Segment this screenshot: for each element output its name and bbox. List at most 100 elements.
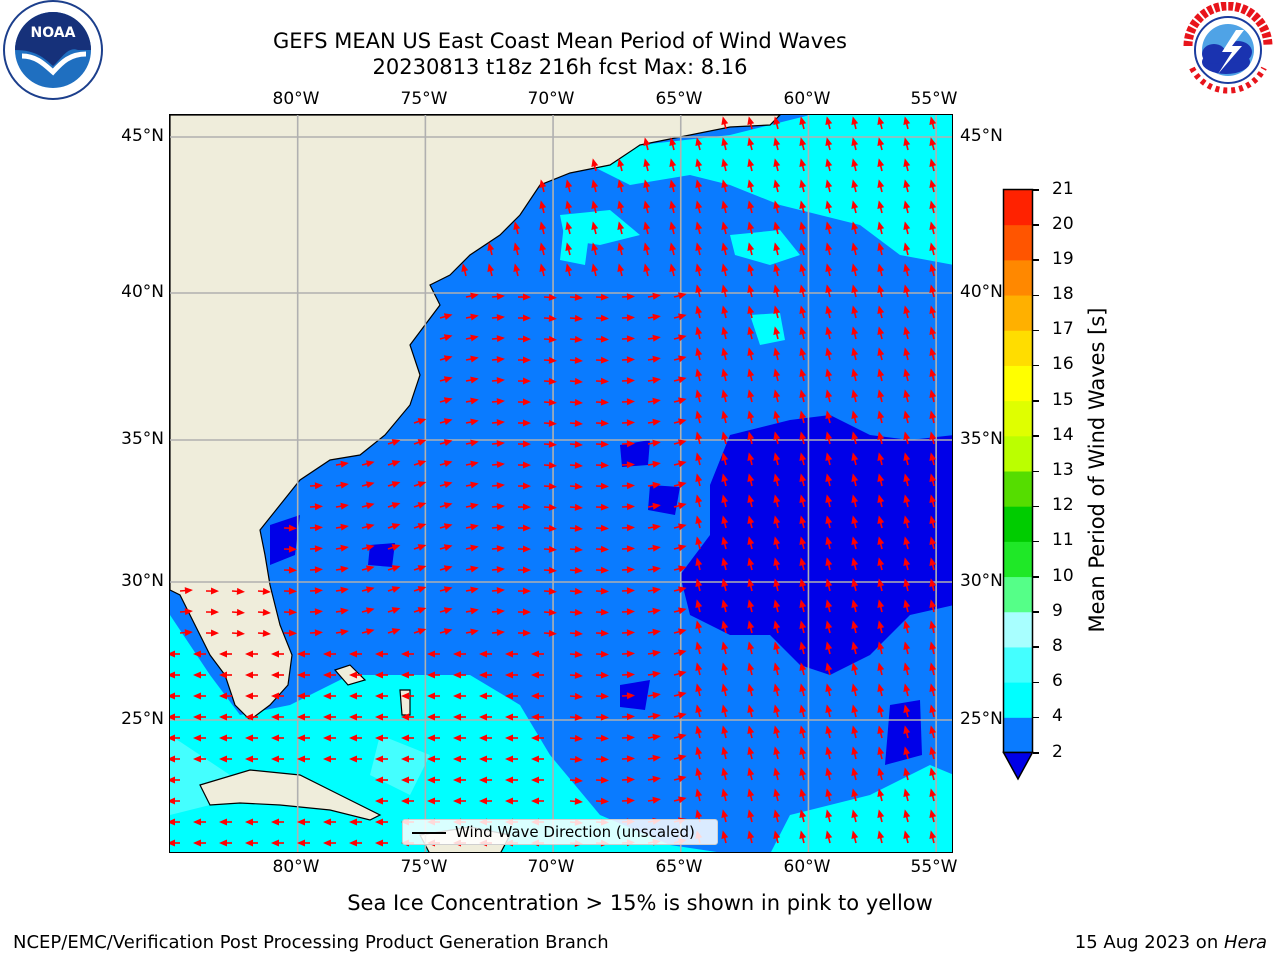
wave-arrow-head: [617, 200, 625, 210]
wave-arrow-head: [496, 587, 505, 595]
colorbar-tick-label: 14: [1052, 424, 1074, 445]
wave-arrow-head: [626, 293, 635, 301]
wave-arrow-head: [626, 692, 635, 700]
wave-arrow-head: [417, 565, 427, 572]
wave-arrow-head: [340, 565, 349, 573]
wave-arrow-head: [297, 755, 305, 763]
wave-arrow-head: [721, 578, 729, 588]
wave-arrow-head: [799, 536, 807, 546]
wave-arrow-head: [591, 242, 599, 252]
wave-arrow-head: [401, 692, 409, 700]
wave-arrow-head: [678, 565, 687, 573]
wave-arrow-head: [929, 368, 937, 378]
wave-arrow-head: [825, 536, 833, 546]
wave-arrow-head: [721, 305, 729, 315]
wave-arrow-head: [600, 734, 609, 742]
wave-arrow-head: [877, 557, 885, 567]
wave-arrow-head: [773, 158, 781, 168]
wave-arrow-head: [297, 650, 305, 658]
lon-label-bottom: 55°W: [910, 857, 958, 877]
wave-arrow-head: [799, 704, 807, 714]
wave-arrow-head: [825, 557, 833, 567]
wave-arrow-head: [929, 431, 937, 441]
wave-arrow-head: [170, 692, 175, 700]
wave-arrow-head: [929, 557, 937, 567]
wave-arrow-head: [877, 536, 885, 546]
wave-arrow-head: [678, 691, 687, 699]
wave-arrow-head: [669, 179, 677, 189]
wave-arrow-head: [522, 503, 531, 511]
wave-arrow-head: [747, 599, 755, 609]
wave-arrow-head: [574, 797, 583, 805]
wave-arrow-head: [903, 767, 911, 777]
wave-arrow-head: [522, 356, 531, 364]
wave-arrow-head: [470, 418, 479, 426]
wave-arrow-head: [617, 263, 625, 273]
wave-arrow-head: [323, 713, 331, 721]
wave-arrow-head: [799, 809, 807, 819]
wave-arrow-head: [721, 116, 729, 126]
wave-arrow-head: [427, 692, 435, 700]
wave-arrow-head: [695, 494, 703, 504]
wave-arrow-head: [600, 545, 609, 553]
wave-arrow-head: [678, 355, 687, 363]
wave-arrow-head: [773, 347, 781, 357]
wave-arrow-head: [929, 179, 937, 189]
wave-arrow-head: [825, 725, 833, 735]
wave-arrow-head: [479, 755, 487, 763]
wave-arrow-head: [877, 725, 885, 735]
wave-arrow-head: [799, 347, 807, 357]
noaa-logo-text: NOAA: [31, 25, 76, 41]
wave-arrow-head: [314, 545, 323, 553]
wave-arrow-head: [574, 419, 583, 427]
wave-arrow-head: [903, 452, 911, 462]
wave-arrow-head: [539, 263, 547, 273]
wave-arrow-head: [565, 242, 573, 252]
wave-arrow-head: [591, 263, 599, 273]
wave-arrow-head: [877, 116, 885, 126]
wave-arrow-head: [574, 608, 583, 616]
wave-arrow-head: [695, 473, 703, 483]
wave-arrow-head: [851, 137, 859, 147]
wave-arrow-head: [877, 263, 885, 273]
wave-arrow-head: [799, 788, 807, 798]
colorbar-tick-mark: [1033, 505, 1039, 508]
wave-arrow-head: [929, 767, 937, 777]
wave-arrow-head: [695, 578, 703, 588]
wave-arrow-head: [877, 326, 885, 336]
wave-arrow-head: [695, 368, 703, 378]
wave-arrow-head: [903, 557, 911, 567]
wave-arrow-head: [825, 284, 833, 294]
wave-arrow-head: [417, 586, 427, 593]
wave-arrow-head: [695, 641, 703, 651]
wave-arrow-head: [391, 460, 401, 467]
wave-arrow-head: [929, 137, 937, 147]
wave-arrow-head: [652, 376, 661, 384]
wave-arrow-head: [851, 725, 859, 735]
wave-arrow-head: [600, 419, 609, 427]
wave-arrow-head: [851, 683, 859, 693]
wave-arrow-head: [349, 755, 357, 763]
wave-arrow-head: [417, 523, 427, 530]
colorbar-segment: [1003, 471, 1033, 507]
wave-arrow-head: [799, 599, 807, 609]
wave-arrow-head: [721, 767, 729, 777]
wave-arrow-head: [245, 755, 253, 763]
wave-arrow-head: [427, 755, 435, 763]
wave-arrow-head: [678, 607, 687, 615]
wave-arrow-head: [531, 755, 539, 763]
wave-arrow-head: [747, 746, 755, 756]
wave-arrow-head: [496, 566, 505, 574]
wave-arrow-head: [678, 754, 687, 762]
wave-arrow-head: [851, 452, 859, 462]
wave-arrow-head: [877, 305, 885, 315]
wave-arrow-head: [548, 566, 557, 574]
colorbar-segment: [1003, 682, 1033, 718]
wave-arrow-head: [443, 397, 453, 405]
colorbar-tick-label: 16: [1052, 354, 1074, 375]
wave-arrow-head: [365, 523, 375, 531]
wave-arrow-head: [721, 788, 729, 798]
lat-label-right: 45°N: [960, 126, 1003, 146]
wave-arrow-head: [799, 662, 807, 672]
wave-arrow-head: [323, 818, 331, 826]
